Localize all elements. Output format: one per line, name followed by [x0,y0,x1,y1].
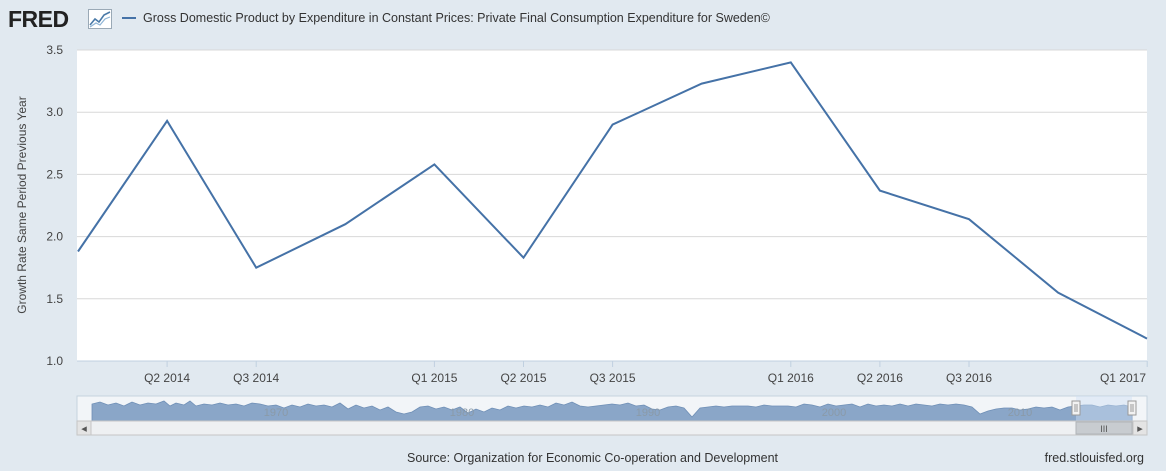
chart-header: FRED Gross Domestic Product by Expenditu… [0,0,1166,40]
x-axis-ticks [166,361,1148,367]
x-tick-label: Q3 2014 [233,371,279,385]
scroll-right-button[interactable] [1132,420,1148,436]
x-tick-label: Q1 2015 [411,371,457,385]
scrollbar-thumb[interactable] [1075,421,1133,435]
plot-area [77,50,1147,361]
navigator[interactable]: 1970 1980 1990 2000 2010 [76,395,1148,422]
navigator-year-label: 1980 [450,407,474,419]
navigator-handle-right[interactable] [1127,400,1137,416]
scrollbar[interactable]: ◂ III ▸ [76,420,1148,436]
navigator-year-label: 1970 [264,407,288,419]
fred-url-link[interactable]: fred.stlouisfed.org [1044,451,1144,465]
navigator-handle-left[interactable] [1071,400,1081,416]
chart-legend[interactable]: Gross Domestic Product by Expenditure in… [122,11,770,25]
x-tick-label: Q2 2015 [500,371,546,385]
x-tick-label: Q1 2016 [768,371,814,385]
navigator-selection[interactable] [1076,396,1132,421]
fred-logo[interactable]: FRED [8,6,69,32]
y-tick-label: 2.0 [46,230,63,244]
legend-swatch [122,17,136,19]
source-text: Source: Organization for Economic Co-ope… [407,451,779,465]
scroll-right-arrow-icon: ▸ [1137,423,1143,435]
x-tick-label: Q3 2015 [590,371,636,385]
series-line[interactable] [77,61,1148,340]
scrollbar-track[interactable] [76,420,1148,436]
y-tick-label: 1.0 [46,354,63,368]
navigator-area [91,400,1133,422]
grid-lines [77,49,1147,300]
x-tick-label: Q2 2014 [144,371,190,385]
y-axis-labels: 1.0 1.5 2.0 2.5 3.0 3.5 [46,43,63,368]
navigator-year-labels: 1970 1980 1990 2000 2010 [264,407,1032,419]
y-tick-label: 3.5 [46,43,63,57]
line-chart-icon [88,9,112,29]
x-tick-label: Q3 2016 [946,371,992,385]
navigator-year-label: 1990 [636,407,660,419]
scroll-left-arrow-icon: ◂ [81,423,87,435]
scroll-grip-icon: III [1100,424,1108,434]
navigator-year-label: 2010 [1008,407,1032,419]
x-axis-labels: Q2 2014 Q3 2014 Q1 2015 Q2 2015 Q3 2015 Q1 20… [144,371,1146,385]
x-tick-label: Q2 2016 [857,371,903,385]
y-tick-label: 1.5 [46,292,63,306]
x-tick-label: Q1 2017 [1100,371,1146,385]
y-tick-label: 3.0 [46,105,63,119]
y-tick-label: 2.5 [46,167,63,181]
legend-label: Gross Domestic Product by Expenditure in… [143,11,770,25]
scroll-left-button[interactable] [76,420,92,436]
y-axis-title: Growth Rate Same Period Previous Year [15,96,29,313]
navigator-year-label: 2000 [822,407,846,419]
